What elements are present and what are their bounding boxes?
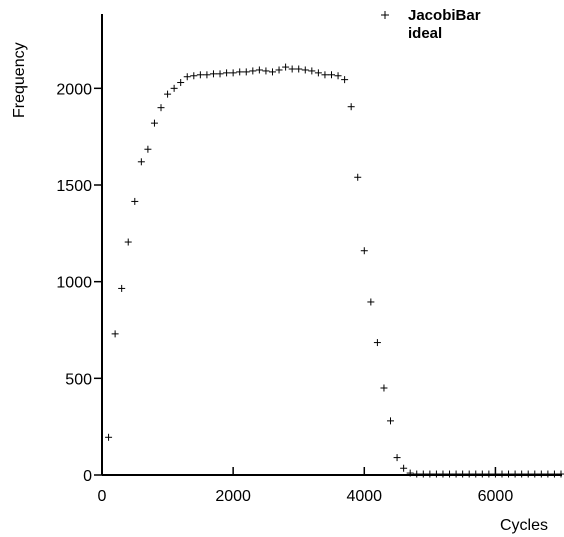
data-point	[367, 298, 375, 306]
data-point	[426, 470, 434, 478]
y-tick-label: 1000	[56, 275, 92, 292]
data-point	[550, 470, 558, 478]
data-points	[105, 63, 564, 478]
data-point	[544, 470, 552, 478]
data-point	[334, 72, 342, 80]
legend-label-ideal: ideal	[408, 25, 442, 42]
data-point	[452, 470, 460, 478]
data-point	[478, 470, 486, 478]
data-point	[242, 68, 250, 76]
data-point	[249, 67, 257, 75]
data-point	[505, 470, 513, 478]
data-point	[229, 69, 237, 77]
data-point	[459, 470, 467, 478]
data-point	[524, 470, 532, 478]
data-point	[223, 69, 231, 77]
data-point	[144, 145, 152, 153]
y-tick-label: 500	[65, 371, 92, 388]
data-point	[118, 284, 126, 292]
data-point	[275, 66, 283, 74]
data-point	[170, 84, 178, 92]
data-point	[406, 469, 414, 477]
data-point	[472, 470, 480, 478]
data-point	[531, 470, 539, 478]
y-tick-label: 1500	[56, 178, 92, 195]
x-ticks: 0 2000 4000 6000	[98, 467, 514, 505]
data-point	[157, 104, 165, 112]
data-point	[301, 66, 309, 74]
data-point	[137, 158, 145, 166]
legend-label-jacobibar: JacobiBar	[408, 7, 481, 24]
x-tick-label: 4000	[346, 488, 382, 505]
data-point	[314, 69, 322, 77]
x-tick-label: 0	[98, 488, 107, 505]
data-point	[209, 70, 217, 78]
legend-marker-jacobibar	[381, 11, 389, 19]
data-point	[183, 73, 191, 81]
y-axis-title: Frequency	[11, 42, 28, 118]
data-point	[111, 330, 119, 338]
data-point	[354, 173, 362, 181]
data-point	[328, 71, 335, 79]
data-point	[216, 70, 224, 78]
data-point	[236, 68, 244, 76]
data-point	[432, 470, 440, 478]
data-point	[196, 71, 204, 79]
data-point	[124, 238, 132, 246]
data-point	[190, 72, 198, 80]
data-point	[400, 464, 408, 472]
data-point	[295, 65, 303, 73]
data-point	[557, 470, 564, 478]
data-point	[131, 197, 139, 205]
data-point	[268, 68, 276, 76]
axes	[101, 14, 562, 476]
data-point	[373, 339, 381, 347]
data-point	[347, 103, 355, 111]
data-point	[465, 470, 473, 478]
data-point	[288, 65, 296, 73]
data-point	[177, 79, 185, 87]
data-point	[341, 76, 349, 84]
data-point	[164, 90, 172, 98]
data-point	[511, 470, 519, 478]
y-tick-label: 2000	[56, 81, 92, 98]
y-tick-label: 0	[83, 468, 92, 485]
data-point	[321, 71, 329, 79]
data-point	[150, 119, 158, 127]
data-point	[419, 470, 427, 478]
data-point	[360, 247, 368, 255]
data-point	[393, 454, 401, 462]
y-ticks: 0 500 1000 1500 2000	[56, 81, 102, 485]
data-point	[491, 470, 499, 478]
legend: JacobiBar ideal	[381, 7, 481, 42]
data-point	[518, 470, 526, 478]
x-tick-label: 2000	[215, 488, 251, 505]
data-point	[308, 67, 316, 75]
data-point	[203, 71, 211, 79]
data-point	[413, 470, 421, 478]
data-point	[485, 470, 493, 478]
data-point	[446, 470, 454, 478]
data-point	[105, 433, 113, 441]
x-tick-label: 6000	[478, 488, 514, 505]
data-point	[498, 470, 506, 478]
data-point	[255, 66, 263, 74]
data-point	[380, 384, 388, 392]
data-point	[537, 470, 545, 478]
x-axis-title: Cycles	[500, 517, 548, 534]
data-point	[439, 470, 447, 478]
data-point	[282, 63, 290, 71]
data-point	[262, 67, 270, 75]
data-point	[387, 417, 395, 425]
